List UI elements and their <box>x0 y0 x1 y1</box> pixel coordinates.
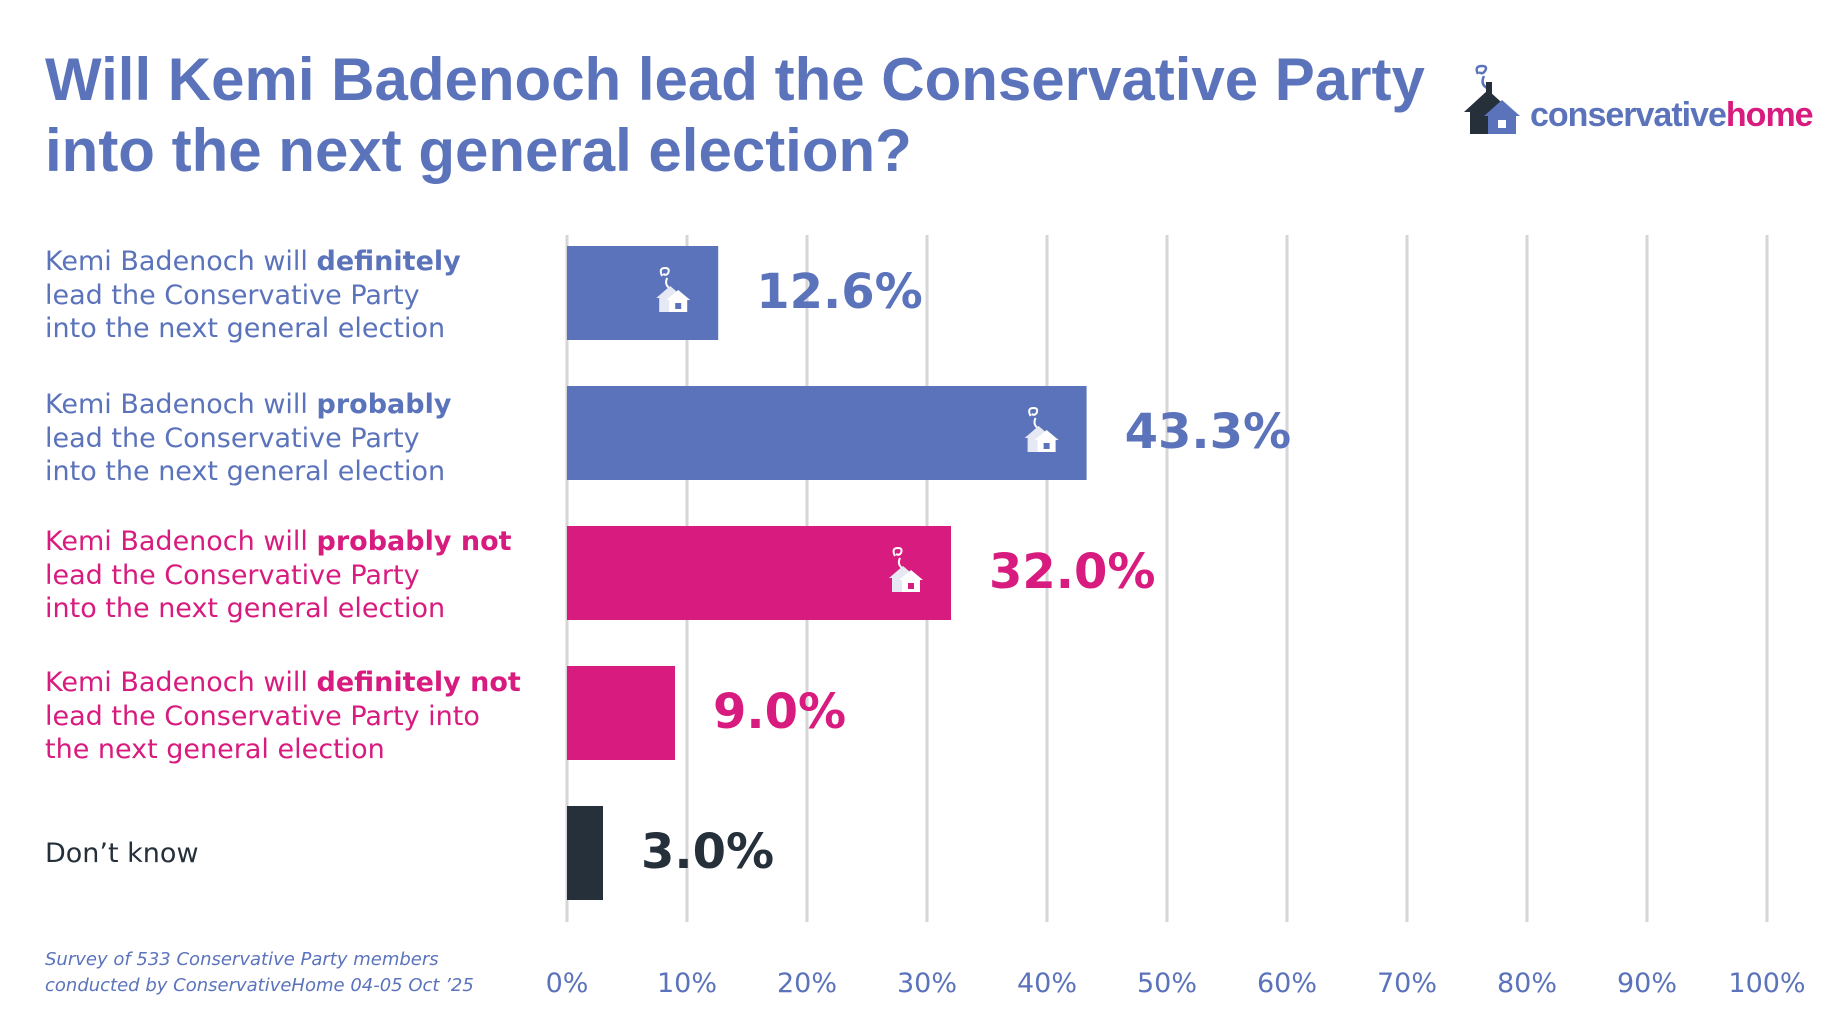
bars: 12.6% 43.3% 32.0% 9.0% 3.0% <box>567 246 1291 900</box>
bar-1 <box>567 386 1087 480</box>
row-label-line3: into the next general election <box>45 456 446 487</box>
row-label-definitely-not: Kemi Badenoch will definitely not lead t… <box>45 666 525 767</box>
house-icon <box>1024 406 1059 452</box>
logo-wordmark: conservativehome <box>1530 96 1814 135</box>
chart-title: Will Kemi Badenoch lead the Conservative… <box>45 44 1425 186</box>
row-label-definitely: Kemi Badenoch will definitely lead the C… <box>45 245 525 346</box>
bar-value-label: 9.0% <box>713 684 846 740</box>
row-label-line2: lead the Conservative Party <box>45 279 420 311</box>
bar-value-label: 32.0% <box>989 544 1156 600</box>
footnote-line-1: Survey of 533 Conservative Party members <box>45 949 439 970</box>
row-label-bold: probably <box>316 389 452 420</box>
row-label-bold: definitely not <box>316 667 521 698</box>
row-label-probably-not: Kemi Badenoch will probably not lead the… <box>45 525 525 626</box>
row-label-line3: the next general election <box>45 734 385 765</box>
x-tick-label: 70% <box>1377 968 1437 999</box>
row-label-line3: into the next general election <box>45 313 446 344</box>
title-line-2: into the next general election? <box>45 117 912 184</box>
x-tick-label: 50% <box>1137 968 1197 999</box>
row-label-dont-know: Don’t know <box>45 837 525 871</box>
row-label-line2: lead the Conservative Party into <box>45 700 480 732</box>
bar-4 <box>567 806 603 900</box>
row-label-prefix: Kemi Badenoch will <box>45 667 317 698</box>
house-icon <box>656 266 691 312</box>
row-label-prefix: Kemi Badenoch will <box>45 389 317 420</box>
row-label-line3: into the next general election <box>45 593 446 624</box>
bar-value-label: 43.3% <box>1125 404 1292 460</box>
x-tick-label: 100% <box>1728 968 1805 999</box>
bar-value-label: 12.6% <box>756 264 923 320</box>
x-tick-label: 60% <box>1257 968 1317 999</box>
gridlines <box>565 235 1769 922</box>
logo-text-part2: home <box>1725 96 1814 134</box>
house-with-smoke-icon <box>1464 64 1520 134</box>
row-label-line2: lead the Conservative Party <box>45 559 420 591</box>
row-label-bold: definitely <box>316 246 461 277</box>
bar-0 <box>567 246 719 340</box>
x-tick-label: 90% <box>1617 968 1677 999</box>
bar-value-label: 3.0% <box>641 824 774 880</box>
x-tick-label: 10% <box>657 968 717 999</box>
row-label-probably: Kemi Badenoch will probably lead the Con… <box>45 388 525 489</box>
house-icon <box>889 546 923 592</box>
row-label-prefix: Don’t know <box>45 838 199 869</box>
conservativehome-logo: conservativehome <box>1462 60 1814 140</box>
bar-2 <box>567 526 951 620</box>
footnote-line-2: conducted by ConservativeHome 04-05 Oct … <box>45 975 474 996</box>
logo-text-part1: conservative <box>1530 96 1727 134</box>
row-label-bold: probably not <box>316 526 512 557</box>
row-label-prefix: Kemi Badenoch will <box>45 246 317 277</box>
row-label-prefix: Kemi Badenoch will <box>45 526 317 557</box>
x-tick-label: 0% <box>546 968 589 999</box>
survey-footnote: Survey of 533 Conservative Party members… <box>45 947 525 999</box>
bar-3 <box>567 666 675 760</box>
x-tick-label: 20% <box>777 968 837 999</box>
x-tick-label: 80% <box>1497 968 1557 999</box>
row-label-line2: lead the Conservative Party <box>45 422 420 454</box>
x-axis-ticks: 0% 10% 20% 30% 40% 50% 60% 70% 80% 90% 100% <box>546 968 1806 999</box>
title-line-1: Will Kemi Badenoch lead the Conservative… <box>45 46 1425 113</box>
x-tick-label: 40% <box>1017 968 1077 999</box>
x-tick-label: 30% <box>897 968 957 999</box>
